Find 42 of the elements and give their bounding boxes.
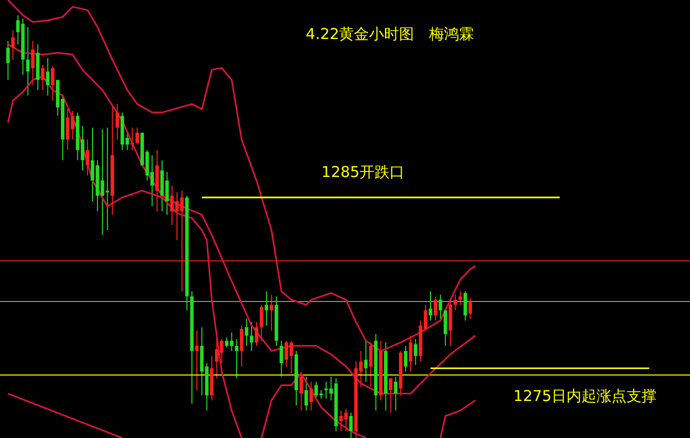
candlestick	[86, 139, 90, 176]
candlestick	[260, 304, 264, 342]
candlestick	[234, 338, 238, 379]
candlestick	[31, 40, 35, 86]
candlestick	[468, 298, 472, 320]
candlestick	[458, 290, 462, 306]
candlestick	[454, 294, 458, 311]
candlestick	[464, 290, 468, 321]
candlestick	[434, 296, 438, 321]
candlestick	[280, 340, 284, 378]
candlestick	[309, 381, 313, 412]
candlestick	[135, 127, 139, 146]
candlestick	[46, 57, 50, 96]
candlestick	[349, 412, 353, 438]
candlestick	[404, 345, 408, 372]
candlestick	[26, 26, 30, 96]
candlestick	[300, 371, 304, 412]
text: 4.22黄金小时图 梅鸿霖	[306, 25, 474, 43]
candlestick	[388, 378, 392, 414]
candlestick	[364, 340, 368, 382]
candlestick	[41, 64, 45, 91]
candlestick	[50, 66, 54, 102]
candlestick	[250, 322, 254, 352]
candlestick	[240, 325, 244, 368]
candlestick	[304, 376, 308, 412]
candlestick	[369, 342, 373, 388]
candlestick	[195, 330, 199, 391]
candlestick	[270, 294, 274, 332]
candlestick	[244, 318, 248, 346]
candlestick	[264, 290, 268, 326]
candlestick	[428, 290, 432, 321]
candlestick	[394, 376, 398, 412]
annotation: 1275日内起涨点支撑	[513, 387, 657, 405]
annotation: 1285开跌口	[321, 163, 405, 181]
candlestick	[254, 322, 258, 346]
candlestick	[6, 40, 10, 80]
candlestick	[11, 30, 15, 60]
candlestick	[414, 338, 418, 366]
candlestick	[438, 294, 442, 320]
candlestick	[444, 308, 448, 346]
candlestick	[116, 104, 120, 140]
candlestick	[408, 335, 412, 372]
